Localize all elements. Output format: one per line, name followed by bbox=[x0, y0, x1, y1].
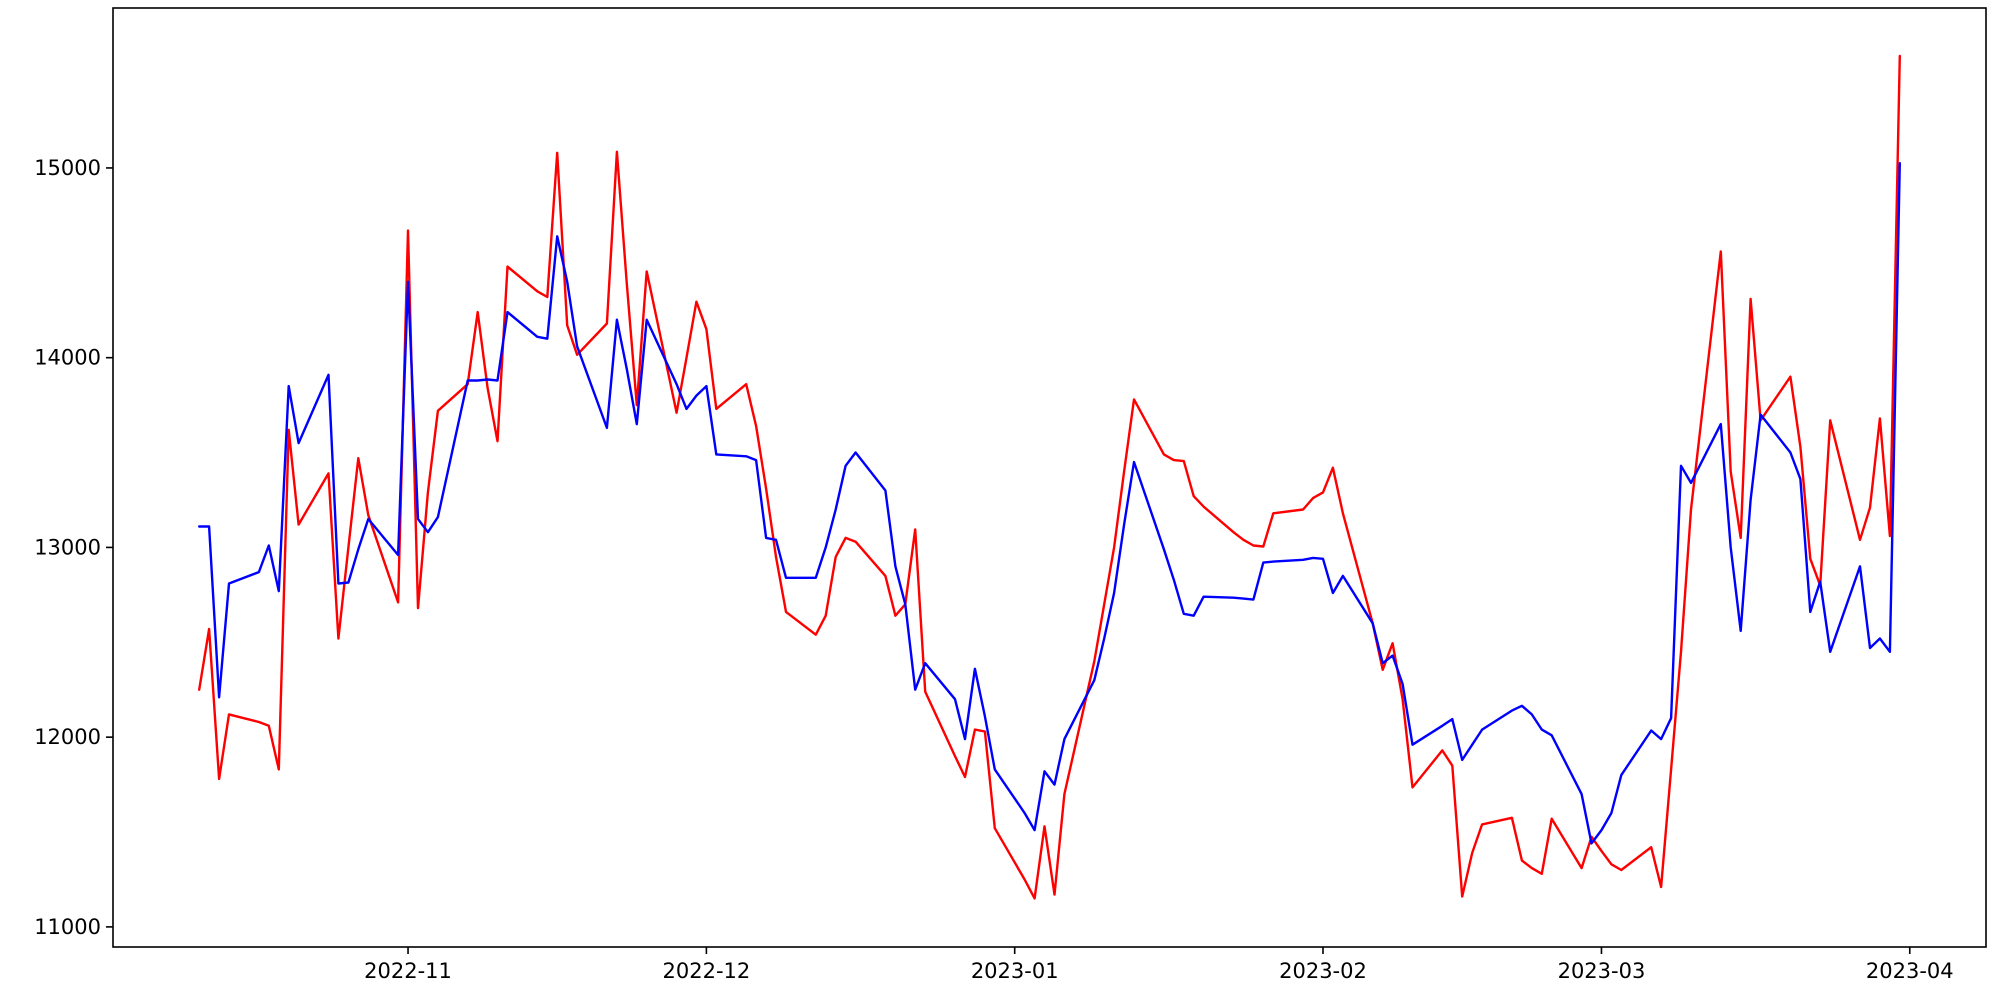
x-tick-label: 2022-11 bbox=[364, 959, 452, 983]
red-series-line bbox=[197, 54, 1902, 900]
plot-border bbox=[112, 7, 1987, 948]
x-tick-label: 2022-12 bbox=[663, 959, 751, 983]
y-tick-label: 13000 bbox=[34, 535, 101, 559]
blue-series-line bbox=[197, 161, 1902, 845]
x-tick-label: 2023-02 bbox=[1279, 959, 1367, 983]
x-tick-label: 2023-04 bbox=[1866, 959, 1954, 983]
y-tick-label: 12000 bbox=[34, 725, 101, 749]
y-tick-label: 14000 bbox=[34, 346, 101, 370]
x-tick-label: 2023-03 bbox=[1558, 959, 1646, 983]
y-tick-label: 15000 bbox=[34, 156, 101, 180]
x-tick-label: 2023-01 bbox=[971, 959, 1059, 983]
y-tick-label: 11000 bbox=[34, 915, 101, 939]
